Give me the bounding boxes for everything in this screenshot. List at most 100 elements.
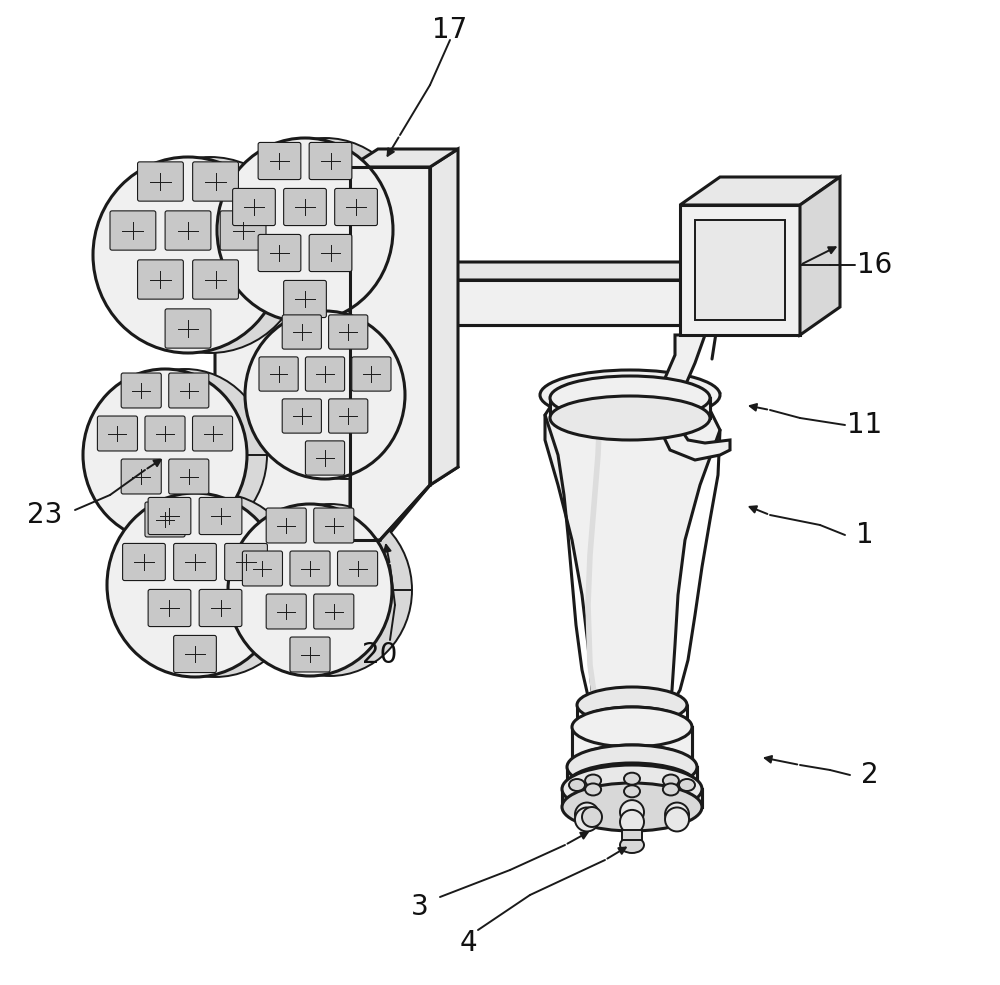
FancyBboxPatch shape: [290, 637, 330, 672]
FancyBboxPatch shape: [282, 399, 321, 433]
FancyBboxPatch shape: [290, 551, 330, 586]
FancyBboxPatch shape: [329, 315, 368, 349]
FancyBboxPatch shape: [165, 309, 211, 348]
Ellipse shape: [572, 707, 692, 747]
Ellipse shape: [663, 783, 679, 796]
Polygon shape: [680, 177, 840, 205]
Text: 1: 1: [856, 521, 874, 549]
Ellipse shape: [115, 157, 305, 353]
Ellipse shape: [550, 396, 710, 440]
FancyBboxPatch shape: [305, 357, 345, 391]
FancyBboxPatch shape: [121, 373, 161, 408]
FancyBboxPatch shape: [284, 281, 326, 317]
Text: 11: 11: [847, 411, 883, 439]
FancyBboxPatch shape: [259, 357, 298, 391]
Ellipse shape: [567, 745, 697, 789]
Ellipse shape: [572, 745, 692, 785]
FancyBboxPatch shape: [266, 594, 306, 629]
FancyBboxPatch shape: [148, 497, 191, 535]
FancyBboxPatch shape: [193, 162, 238, 201]
FancyBboxPatch shape: [266, 508, 306, 543]
FancyBboxPatch shape: [145, 502, 185, 537]
Polygon shape: [572, 727, 692, 765]
Polygon shape: [562, 789, 702, 807]
FancyBboxPatch shape: [242, 551, 282, 586]
FancyBboxPatch shape: [138, 260, 183, 299]
Circle shape: [620, 800, 644, 824]
Ellipse shape: [585, 690, 675, 720]
Text: 2: 2: [861, 761, 879, 789]
FancyBboxPatch shape: [193, 260, 238, 299]
FancyBboxPatch shape: [123, 544, 165, 580]
Polygon shape: [800, 177, 840, 335]
Polygon shape: [430, 149, 458, 485]
Polygon shape: [622, 830, 642, 840]
FancyBboxPatch shape: [110, 211, 156, 250]
FancyBboxPatch shape: [199, 497, 242, 535]
Text: 17: 17: [432, 16, 468, 44]
FancyBboxPatch shape: [282, 315, 321, 349]
Ellipse shape: [577, 707, 687, 743]
Polygon shape: [350, 149, 458, 167]
Ellipse shape: [663, 774, 679, 787]
Text: 16: 16: [857, 251, 893, 279]
Ellipse shape: [562, 783, 702, 831]
Ellipse shape: [265, 311, 425, 479]
Ellipse shape: [620, 837, 644, 853]
FancyBboxPatch shape: [97, 416, 137, 451]
Circle shape: [665, 808, 689, 831]
Ellipse shape: [624, 785, 640, 797]
Polygon shape: [215, 170, 430, 545]
Ellipse shape: [248, 504, 412, 676]
FancyBboxPatch shape: [145, 416, 185, 451]
FancyBboxPatch shape: [335, 188, 377, 226]
Polygon shape: [215, 152, 286, 235]
FancyBboxPatch shape: [305, 441, 345, 475]
Polygon shape: [550, 398, 710, 418]
Circle shape: [575, 803, 599, 826]
FancyBboxPatch shape: [352, 357, 391, 391]
Polygon shape: [430, 280, 680, 325]
Circle shape: [665, 803, 689, 826]
FancyBboxPatch shape: [284, 188, 326, 226]
FancyBboxPatch shape: [174, 544, 216, 580]
Polygon shape: [695, 220, 785, 320]
FancyBboxPatch shape: [309, 143, 352, 179]
FancyBboxPatch shape: [199, 589, 242, 626]
FancyBboxPatch shape: [121, 459, 161, 494]
FancyBboxPatch shape: [309, 234, 352, 272]
Ellipse shape: [217, 138, 393, 322]
Ellipse shape: [93, 157, 283, 353]
Ellipse shape: [540, 370, 720, 420]
FancyBboxPatch shape: [148, 589, 191, 626]
Text: 4: 4: [459, 929, 477, 957]
FancyBboxPatch shape: [169, 373, 209, 408]
FancyBboxPatch shape: [338, 551, 378, 586]
FancyBboxPatch shape: [220, 211, 266, 250]
Polygon shape: [350, 167, 430, 540]
FancyBboxPatch shape: [225, 544, 267, 580]
Ellipse shape: [624, 772, 640, 785]
Polygon shape: [258, 152, 458, 485]
Ellipse shape: [577, 687, 687, 723]
FancyBboxPatch shape: [258, 143, 301, 179]
Text: 3: 3: [411, 893, 429, 921]
Ellipse shape: [585, 774, 601, 787]
Circle shape: [582, 807, 602, 827]
Ellipse shape: [562, 765, 702, 813]
Circle shape: [620, 810, 644, 834]
Ellipse shape: [83, 369, 247, 541]
Ellipse shape: [127, 493, 303, 677]
FancyBboxPatch shape: [258, 234, 301, 272]
Text: 20: 20: [362, 641, 398, 669]
Polygon shape: [567, 767, 697, 785]
Ellipse shape: [237, 138, 413, 322]
FancyBboxPatch shape: [233, 188, 275, 226]
Ellipse shape: [550, 376, 710, 420]
Ellipse shape: [107, 493, 283, 677]
Polygon shape: [658, 335, 730, 460]
FancyBboxPatch shape: [314, 508, 354, 543]
Text: 23: 23: [27, 501, 63, 529]
Ellipse shape: [679, 779, 695, 791]
Ellipse shape: [245, 311, 405, 479]
